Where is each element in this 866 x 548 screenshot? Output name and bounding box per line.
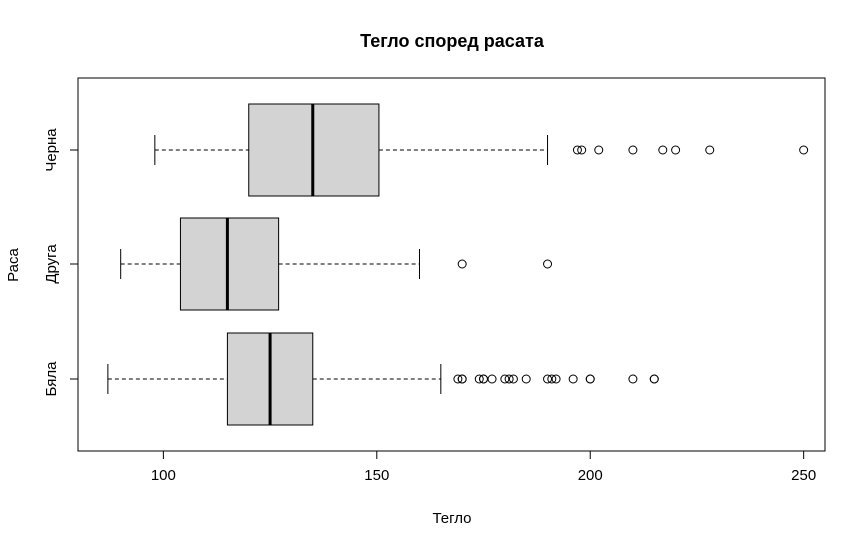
y-tick-label-0: Бяла xyxy=(43,361,60,397)
outlier-point xyxy=(543,374,553,384)
outlier-point xyxy=(551,374,561,384)
outlier-point xyxy=(594,145,604,155)
outlier-point xyxy=(521,374,531,384)
box-Черна xyxy=(154,103,809,197)
outlier-point xyxy=(487,374,497,384)
x-tick-label-1: 150 xyxy=(364,467,389,484)
outlier-point xyxy=(500,374,510,384)
outlier-point xyxy=(453,374,463,384)
outlier-point xyxy=(457,259,467,269)
outlier-point xyxy=(628,374,638,384)
outlier-point xyxy=(658,145,668,155)
x-tick-label-2: 200 xyxy=(578,467,603,484)
outlier-point xyxy=(649,374,659,384)
outlier-point xyxy=(568,374,578,384)
iqr-box xyxy=(179,217,280,311)
outlier-point xyxy=(504,374,514,384)
x-axis-label: Тегло xyxy=(432,510,471,527)
outlier-point xyxy=(628,145,638,155)
outlier-point xyxy=(479,374,489,384)
outlier-point xyxy=(572,145,582,155)
x-tick-label-3: 250 xyxy=(791,467,816,484)
boxes-group xyxy=(107,103,809,426)
box-Бяла xyxy=(107,332,659,426)
outlier-point xyxy=(705,145,715,155)
y-axis-label: Раса xyxy=(5,248,22,282)
y-tick-label-1: Друга xyxy=(43,244,60,284)
x-tick-label-0: 100 xyxy=(151,467,176,484)
y-axis: Бяла Друга Черна xyxy=(43,128,79,397)
outlier-point xyxy=(547,374,557,384)
outlier-point xyxy=(671,145,681,155)
outlier-point xyxy=(474,374,484,384)
box-Друга xyxy=(120,217,553,311)
outlier-point xyxy=(508,374,518,384)
chart-title: Тегло според расата xyxy=(360,31,545,51)
outlier-point xyxy=(585,374,595,384)
outlier-point xyxy=(543,259,553,269)
x-axis: 100 150 200 250 xyxy=(151,450,816,484)
outlier-point xyxy=(457,374,467,384)
outlier-point xyxy=(577,145,587,155)
y-tick-label-2: Черна xyxy=(43,128,60,172)
outlier-point xyxy=(799,145,809,155)
